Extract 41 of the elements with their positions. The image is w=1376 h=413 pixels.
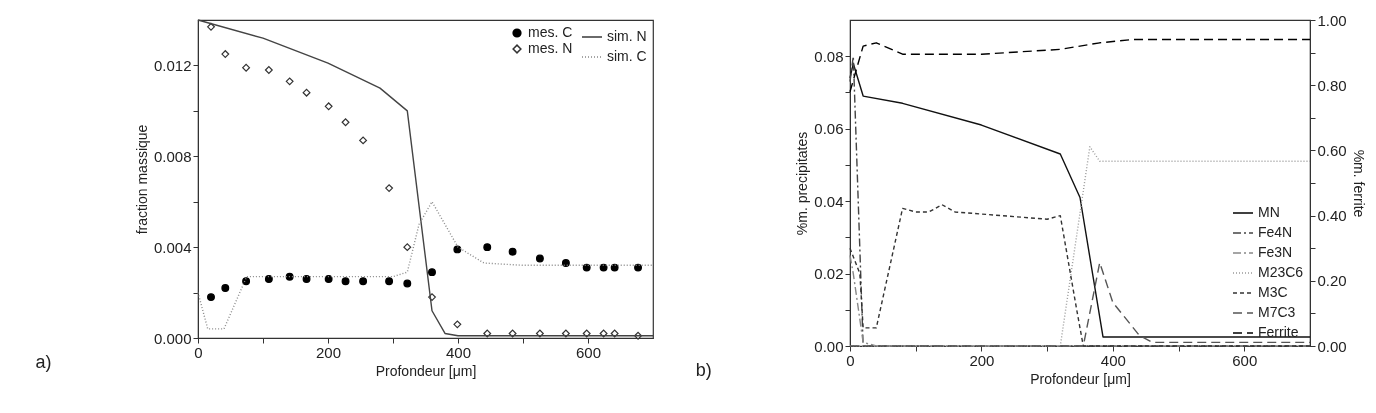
y2-tick-label: 0.40 xyxy=(1317,207,1347,225)
x-tick-label: 400 xyxy=(445,343,472,361)
text: b) xyxy=(695,360,712,380)
y2-tick-label: 0.80 xyxy=(1317,76,1347,94)
legend-label: Ferrite xyxy=(1258,324,1299,340)
legend-label: sim. N xyxy=(607,28,647,44)
legend-label: M7C3 xyxy=(1258,304,1296,320)
legend-label: mes. N xyxy=(528,40,573,56)
x-axis-title: Profondeur [μm] xyxy=(375,362,477,379)
x-tick-label: 600 xyxy=(1232,351,1258,369)
y-tick-label: 0.02 xyxy=(814,265,844,283)
legend-label: Fe3N xyxy=(1258,244,1293,260)
legend-label: MN xyxy=(1258,204,1280,220)
y-tick-label: 0.008 xyxy=(153,147,192,165)
x-tick-label: 200 xyxy=(315,343,342,361)
text: a) xyxy=(35,352,52,372)
legend-label: sim. C xyxy=(607,48,647,64)
y2-tick-label: 1.00 xyxy=(1317,11,1347,29)
y-axis-title: %m. precipitates xyxy=(794,131,811,236)
y-tick-label: 0.004 xyxy=(153,238,192,256)
y-tick-label: 0.000 xyxy=(153,329,192,347)
y-tick-label: 0.06 xyxy=(814,120,844,138)
y-axis-title: fraction massique xyxy=(133,124,150,235)
legend-label: M3C xyxy=(1258,284,1288,300)
y2-tick-label: 0.00 xyxy=(1317,337,1347,355)
y2-tick-label: 0.60 xyxy=(1317,141,1347,159)
legend-label: Fe4N xyxy=(1258,224,1293,240)
y-tick-label: 0.08 xyxy=(814,47,844,65)
legend-label: mes. C xyxy=(528,24,573,40)
legend-label: M23C6 xyxy=(1258,264,1304,280)
x-tick-label: 600 xyxy=(575,343,602,361)
y2-tick-label: 0.20 xyxy=(1317,272,1347,290)
x-axis-title: Profondeur [μm] xyxy=(1030,370,1131,387)
y-tick-label: 0.04 xyxy=(814,192,844,210)
y2-axis-title: %m. ferrite xyxy=(1350,149,1367,218)
x-tick-label: 0 xyxy=(846,351,855,369)
y-tick-label: 0.00 xyxy=(814,337,844,355)
x-tick-label: 400 xyxy=(1100,351,1126,369)
y-tick-label: 0.012 xyxy=(153,56,192,74)
x-tick-label: 0 xyxy=(194,343,203,361)
x-tick-label: 200 xyxy=(969,351,995,369)
